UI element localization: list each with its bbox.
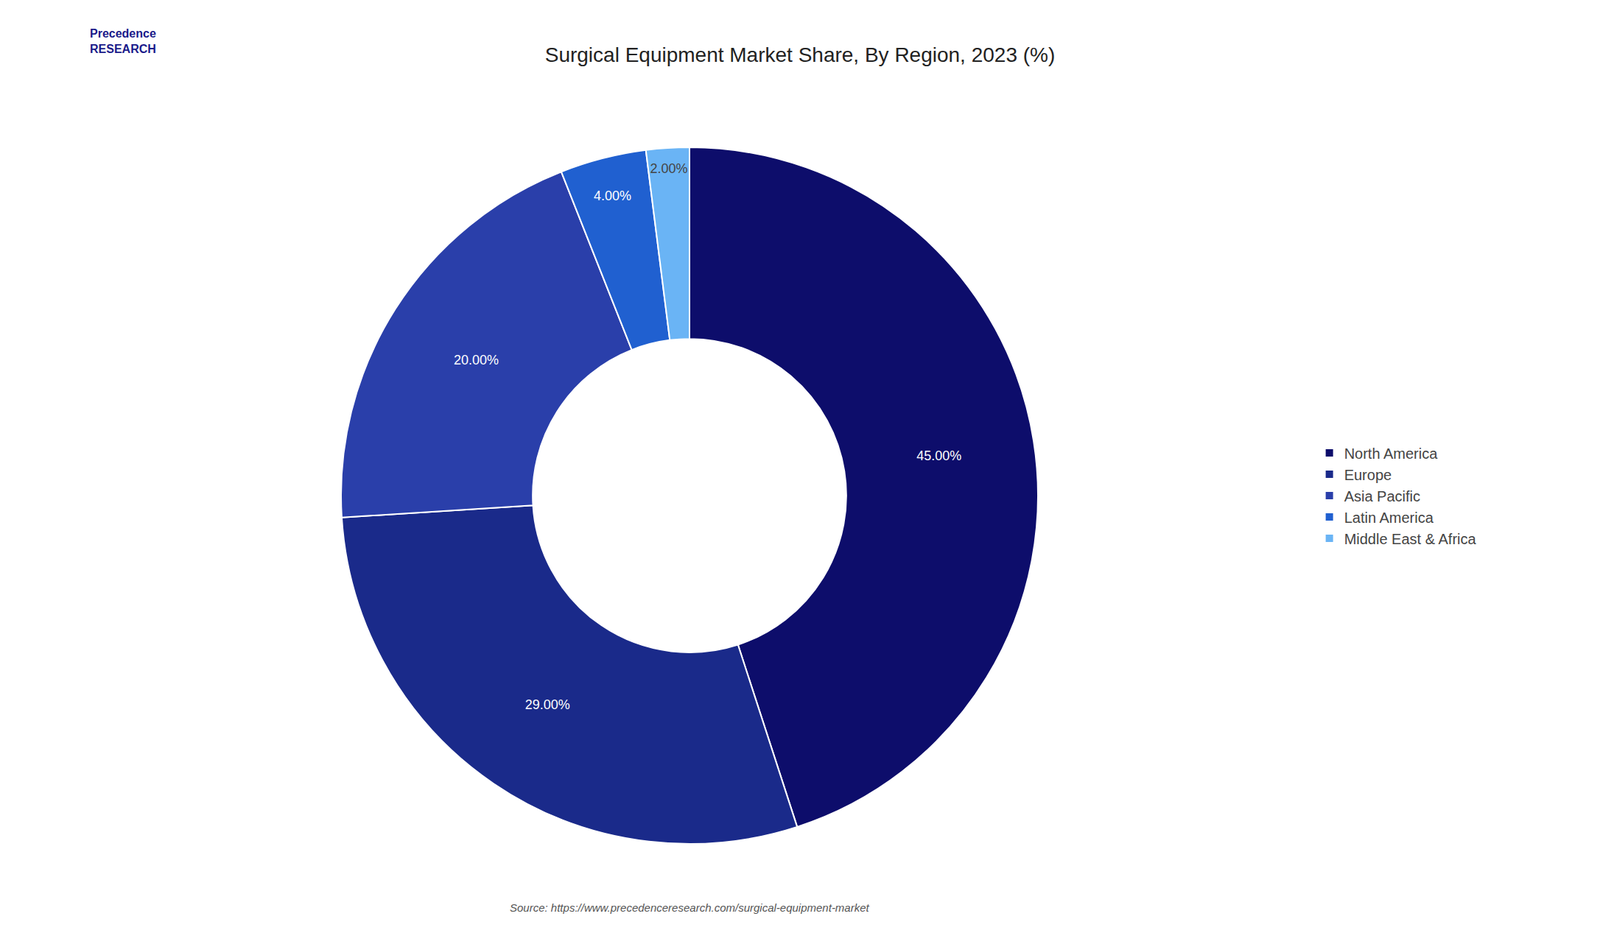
svg-text:45.00%: 45.00% [916, 448, 962, 464]
svg-text:Europe: Europe [1344, 467, 1393, 484]
svg-text:Surgical Equipment Market Shar: Surgical Equipment Market Share, By Regi… [545, 43, 1056, 67]
svg-text:4.00%: 4.00% [593, 188, 632, 204]
svg-text:20.00%: 20.00% [453, 352, 499, 368]
svg-text:Middle East & Africa: Middle East & Africa [1344, 531, 1477, 548]
svg-text:PrecedenceRESEARCH: PrecedenceRESEARCH [89, 27, 157, 56]
svg-text:Source: https://www.precedence: Source: https://www.precedenceresearch.c… [509, 901, 870, 915]
svg-text:Latin America: Latin America [1344, 509, 1435, 526]
svg-text:North America: North America [1344, 445, 1439, 462]
svg-text:2.00%: 2.00% [650, 161, 689, 177]
svg-text:29.00%: 29.00% [525, 697, 571, 713]
svg-text:Asia Pacific: Asia Pacific [1344, 488, 1421, 505]
